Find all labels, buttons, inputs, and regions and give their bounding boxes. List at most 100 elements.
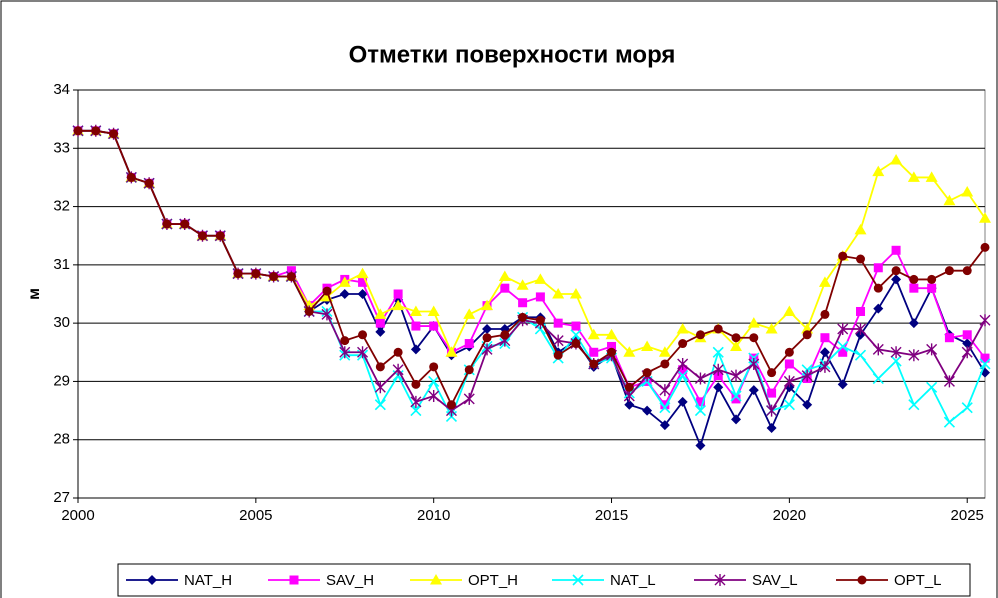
marker (818, 276, 831, 287)
marker (553, 350, 563, 360)
marker (962, 330, 972, 340)
marker (819, 360, 831, 373)
x-tick-label: 2015 (595, 507, 628, 524)
marker (730, 390, 742, 402)
marker (607, 341, 617, 351)
marker (516, 279, 529, 290)
marker (659, 402, 671, 414)
plot-area (77, 89, 986, 499)
marker (908, 399, 920, 411)
marker (357, 346, 369, 359)
y-tick-label: 28 (53, 431, 70, 448)
marker (695, 397, 705, 407)
marker (872, 372, 884, 385)
marker (534, 273, 547, 284)
marker (463, 308, 476, 319)
marker (642, 368, 652, 378)
marker (765, 322, 778, 334)
marker (624, 382, 634, 392)
marker (714, 574, 726, 586)
marker (749, 333, 759, 343)
marker (943, 375, 955, 388)
marker (605, 328, 618, 340)
marker (429, 362, 439, 372)
marker (854, 349, 867, 361)
y-tick-label: 33 (53, 139, 70, 156)
marker (961, 402, 973, 414)
marker (837, 379, 848, 390)
marker (233, 269, 243, 279)
marker (783, 305, 796, 316)
x-tick-label: 2000 (61, 507, 94, 524)
marker (908, 349, 920, 362)
marker (500, 283, 510, 293)
marker (215, 231, 225, 241)
marker (624, 399, 635, 410)
marker (659, 420, 670, 431)
marker (162, 219, 172, 229)
marker (891, 266, 901, 276)
marker (855, 322, 867, 335)
marker (535, 292, 545, 302)
marker (338, 276, 351, 287)
marker (374, 308, 387, 319)
marker (374, 399, 386, 411)
marker (322, 286, 332, 296)
y-tick-label: 30 (53, 314, 70, 331)
marker (375, 326, 386, 337)
marker (73, 126, 83, 136)
marker (820, 309, 830, 319)
marker (731, 414, 742, 425)
marker (944, 266, 954, 276)
marker (784, 347, 794, 357)
marker (908, 318, 919, 329)
marker (731, 333, 741, 343)
marker (766, 423, 777, 434)
marker (890, 355, 902, 367)
marker (147, 575, 157, 585)
marker (677, 396, 688, 407)
marker (109, 129, 119, 139)
marker (623, 346, 636, 357)
marker (481, 343, 493, 356)
marker (802, 330, 812, 340)
marker (144, 178, 154, 188)
legend-label: NAT_L (610, 572, 656, 589)
marker (784, 359, 794, 369)
marker (819, 347, 830, 358)
marker (838, 347, 848, 357)
marker (820, 333, 830, 343)
marker (660, 400, 670, 410)
marker (570, 329, 582, 341)
x-tick-label: 2010 (417, 507, 450, 524)
marker (712, 363, 724, 376)
marker (943, 194, 956, 206)
marker (891, 274, 902, 285)
marker (676, 322, 689, 334)
marker (374, 381, 386, 394)
legend-label: OPT_H (468, 572, 518, 589)
marker (393, 289, 403, 299)
legend-label: NAT_H (184, 572, 232, 589)
marker (767, 368, 777, 378)
marker (126, 172, 136, 182)
marker (535, 315, 545, 325)
marker (837, 340, 849, 353)
marker (375, 362, 385, 372)
marker (730, 369, 742, 382)
marker (587, 328, 600, 340)
marker (907, 171, 920, 182)
marker (500, 330, 510, 340)
marker (482, 333, 492, 343)
marker (731, 394, 741, 404)
marker (979, 212, 991, 223)
marker (357, 289, 368, 299)
marker (518, 298, 528, 308)
marker (712, 346, 724, 358)
legend-label: SAV_H (326, 572, 374, 589)
chart-title: Отметки поверхности моря (349, 41, 676, 68)
marker (91, 126, 101, 136)
marker (642, 405, 653, 416)
marker (979, 358, 991, 370)
y-axis-label: м (26, 288, 43, 300)
